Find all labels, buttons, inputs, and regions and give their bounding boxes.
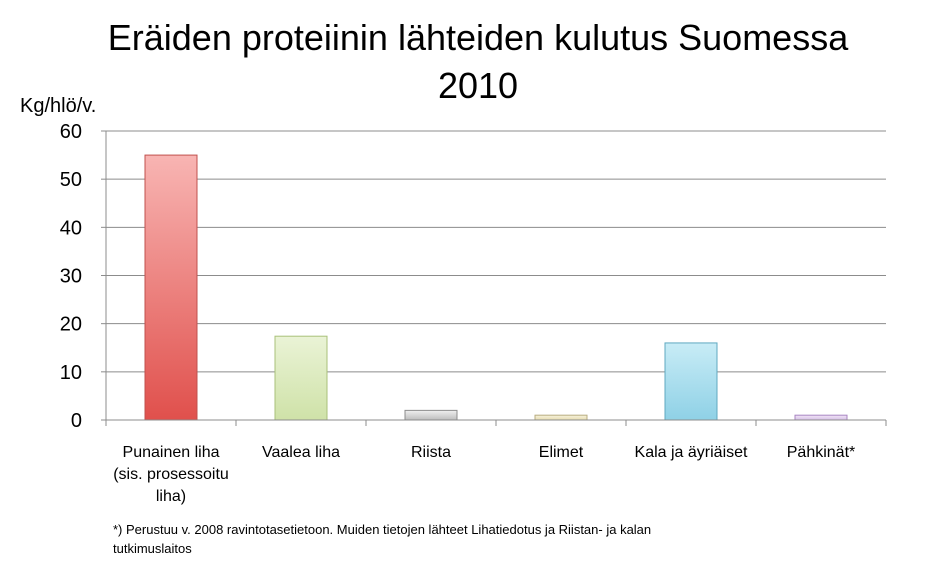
y-tick-label: 50: [60, 169, 82, 191]
y-tick-label: 0: [71, 410, 82, 432]
x-axis-labels: Punainen liha (sis. prosessoitu liha) Vaale…: [113, 444, 855, 505]
x-tick-label: Pähkinät*: [787, 444, 856, 461]
chart-title-line: Eräiden proteiinin lähteiden kulutus Suo…: [108, 17, 849, 58]
bar: [534, 414, 588, 421]
y-axis-label: Kg/hlö/v.: [20, 95, 96, 117]
x-axis: [101, 130, 887, 426]
y-tick-label: 10: [60, 362, 82, 384]
footnote: *) Perustuu v. 2008 ravintotasetietoon. …: [113, 522, 651, 556]
bar: [144, 154, 198, 421]
y-axis-ticks: 0 10 20 30 40 50 60: [60, 121, 82, 432]
x-tick-label: Kala ja äyriäiset: [635, 444, 749, 461]
x-tick-label: Punainen liha: [123, 444, 220, 461]
x-tick-label: (sis. prosessoitu: [113, 466, 229, 483]
bars: [144, 154, 848, 421]
y-tick-label: 20: [60, 314, 82, 336]
x-tick-label: Vaalea liha: [262, 444, 340, 461]
bar: [664, 342, 718, 421]
y-tick-label: 40: [60, 217, 82, 239]
bar: [794, 414, 848, 421]
chart-title-line: 2010: [438, 65, 518, 106]
footnote-line: tutkimuslaitos: [113, 541, 192, 556]
x-tick-label: Elimet: [539, 444, 584, 461]
footnote-line: *) Perustuu v. 2008 ravintotasetietoon. …: [113, 522, 651, 537]
gridlines: [106, 130, 886, 373]
x-tick-label: Riista: [411, 444, 451, 461]
bar: [404, 409, 458, 421]
bar: [274, 335, 328, 421]
chart-title: Eräiden proteiinin lähteiden kulutus Suo…: [108, 17, 849, 106]
y-tick-label: 60: [60, 121, 82, 143]
x-tick-label: liha): [156, 488, 186, 505]
y-tick-label: 30: [60, 266, 82, 288]
